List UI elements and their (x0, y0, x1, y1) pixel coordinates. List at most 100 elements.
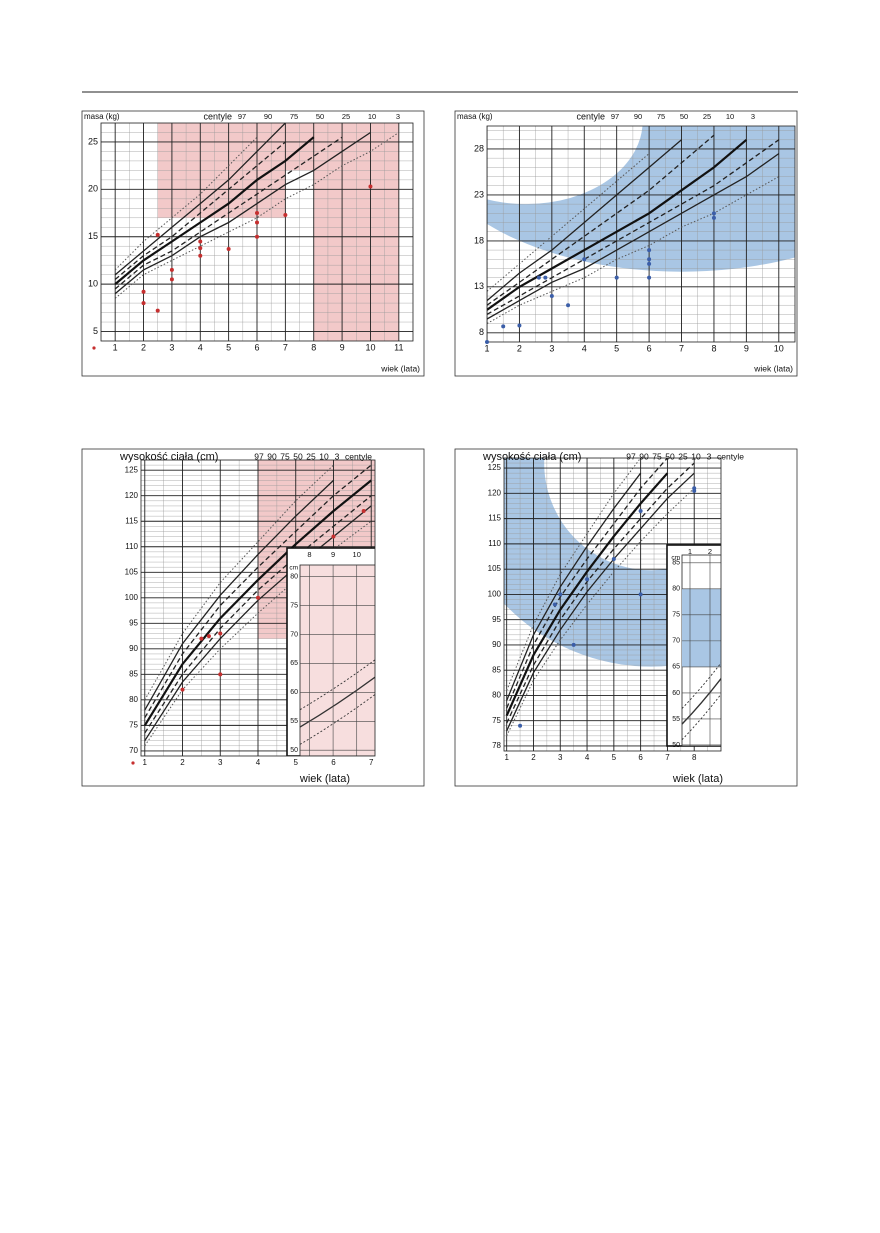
centile-label: 75 (657, 112, 665, 121)
x-tick-label: 5 (294, 758, 299, 767)
x-tick-label: 11 (394, 342, 403, 352)
plot-frame (503, 457, 722, 752)
x-tick-label: 10 (365, 342, 375, 352)
centile-label: 25 (306, 451, 316, 461)
data-point (199, 636, 204, 641)
centile-curve (506, 472, 642, 701)
x-tick-label: 10 (774, 343, 784, 353)
y-tick-label: 70 (129, 746, 138, 755)
inset-y-tick-label: 60 (672, 690, 680, 697)
centile-curve (506, 458, 668, 709)
inset-curve (681, 677, 721, 725)
centile-title: centyle (345, 451, 372, 461)
inset-x-tick-label: 2 (708, 547, 712, 556)
x-tick-label: 8 (311, 342, 316, 352)
y-tick-label: 95 (129, 618, 138, 627)
inset-curve (299, 676, 375, 728)
data-point (543, 275, 548, 280)
x-tick-label: 1 (143, 758, 148, 767)
centile-label: 10 (319, 451, 329, 461)
data-point (255, 234, 259, 239)
centile-label: 25 (703, 112, 711, 121)
y-tick-label: 75 (129, 720, 138, 729)
centile-label: 10 (368, 112, 376, 121)
data-point (331, 534, 336, 539)
data-point (611, 557, 616, 562)
centile-curve (114, 136, 315, 285)
x-tick-label: 1 (484, 343, 489, 353)
data-point (566, 303, 571, 308)
inset-y-tick-label: 50 (290, 747, 298, 754)
centile-curve (506, 472, 695, 732)
centile-label: 25 (342, 112, 350, 121)
y-tick-label: 105 (125, 567, 139, 576)
data-point (571, 642, 576, 647)
inset-plot (299, 564, 375, 756)
y-tick-label: 115 (488, 514, 501, 523)
y-tick-label: 105 (488, 564, 502, 573)
y-tick-label: 100 (488, 590, 502, 599)
x-tick-label: 2 (180, 758, 185, 767)
centile-label: 90 (634, 112, 642, 121)
centile-title: centyle (717, 451, 744, 461)
centile-curve (114, 123, 286, 276)
y-tick-label: 10 (88, 279, 98, 289)
y-tick-label: 75 (492, 716, 501, 725)
data-point (692, 488, 697, 493)
data-point (582, 257, 587, 262)
plot-frame (140, 459, 376, 757)
x-axis-label: wiek (lata) (753, 363, 793, 373)
centile-curve (144, 464, 334, 701)
x-tick-label: 5 (226, 342, 231, 352)
centile-curve (505, 472, 669, 717)
data-point (155, 232, 160, 237)
y-tick-label: 125 (125, 465, 139, 474)
y-axis-label: wysokość ciała (cm) (482, 451, 581, 463)
data-point (169, 267, 174, 272)
centile-label: 90 (639, 451, 649, 461)
centile-label: 90 (267, 451, 277, 461)
inset-curve (681, 662, 721, 709)
y-tick-label: 23 (474, 189, 484, 199)
data-point (614, 275, 619, 280)
centile-label: 10 (691, 451, 701, 461)
centile-label: 75 (290, 112, 298, 121)
y-tick-label: 100 (125, 593, 139, 602)
centile-label: 3 (396, 112, 400, 121)
data-point (255, 220, 259, 225)
centile-curve (114, 132, 400, 299)
y-axis-label: wysokość ciała (cm) (119, 451, 218, 463)
centile-label: 3 (707, 451, 712, 461)
inset-unit: cm (289, 565, 298, 572)
centile-curve (487, 139, 682, 302)
y-tick-label: 25 (88, 136, 98, 146)
centile-curve (144, 495, 372, 734)
shade (682, 588, 721, 667)
inset-y-tick-label: 70 (290, 631, 298, 638)
inset-y-tick-label: 80 (672, 586, 680, 593)
y-tick-label: 78 (492, 741, 501, 750)
y-tick-label: 95 (492, 615, 501, 624)
data-point (141, 301, 146, 306)
legend-marker (92, 346, 96, 350)
y-axis-label: masa (kg) (457, 112, 493, 121)
data-point (647, 261, 652, 266)
data-point (180, 687, 185, 692)
legend-marker (131, 761, 135, 765)
x-tick-label: 8 (692, 753, 697, 762)
x-tick-label: 4 (582, 343, 587, 353)
x-tick-label: 7 (283, 342, 288, 352)
centile-curve (506, 458, 641, 691)
y-tick-label: 18 (474, 235, 484, 245)
data-point (549, 294, 554, 299)
centile-curve (144, 479, 334, 711)
data-point (518, 723, 523, 728)
y-tick-label: 125 (488, 463, 502, 472)
centile-title: centyle (203, 111, 232, 121)
data-point (283, 212, 288, 217)
centile-curve (114, 131, 371, 295)
data-point (638, 509, 643, 514)
y-tick-label: 85 (129, 669, 138, 678)
inset-x-tick-label: 1 (688, 547, 692, 556)
